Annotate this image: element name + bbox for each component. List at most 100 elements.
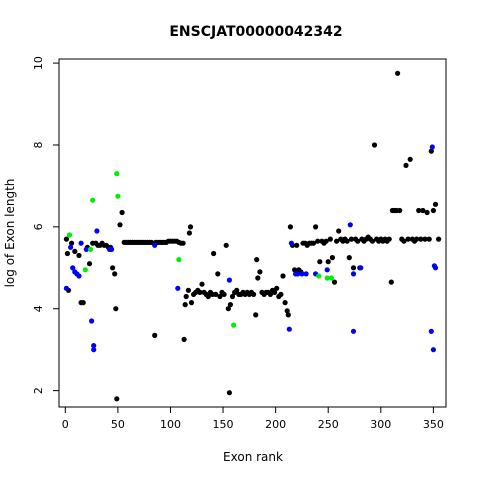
data-point-black	[422, 236, 428, 242]
data-point-black	[278, 291, 284, 297]
data-point-black	[386, 236, 392, 242]
x-tick-label: 200	[265, 418, 286, 431]
data-point-black	[294, 242, 300, 248]
data-point-black	[253, 312, 259, 318]
data-point-black	[183, 293, 189, 300]
data-point-black	[76, 252, 82, 259]
data-point-black	[112, 271, 118, 277]
data-point-blue	[152, 242, 158, 248]
data-point-blue	[175, 285, 181, 291]
data-point-blue	[288, 240, 294, 246]
data-point-black	[329, 255, 335, 261]
data-point-black	[401, 238, 407, 244]
y-tick-label: 4	[32, 305, 45, 312]
data-point-black	[72, 248, 78, 254]
data-point-black	[114, 396, 120, 402]
data-point-black	[284, 308, 290, 314]
data-point-black	[182, 302, 188, 308]
data-point-green	[114, 171, 120, 177]
data-point-black	[69, 240, 75, 246]
data-point-black	[205, 293, 211, 300]
data-point-blue	[68, 244, 74, 250]
data-point-green	[231, 322, 237, 328]
y-tick-label: 10	[32, 56, 45, 70]
data-point-black	[213, 291, 219, 297]
x-tick-label: 300	[370, 418, 391, 431]
data-point-black	[119, 209, 125, 216]
x-tick-label: 350	[423, 418, 444, 431]
data-point-blue	[428, 328, 434, 334]
data-point-blue	[109, 246, 115, 252]
data-point-green	[90, 197, 96, 203]
data-point-black	[336, 228, 342, 234]
data-point-black	[272, 289, 278, 295]
y-tick-label: 2	[32, 387, 45, 394]
x-tick-label: 50	[111, 418, 125, 431]
data-point-green	[316, 273, 322, 279]
data-point-black	[282, 300, 288, 306]
data-point-black	[63, 236, 69, 242]
data-point-blue	[299, 271, 305, 277]
y-tick-label: 8	[32, 141, 45, 148]
data-point-blue	[295, 271, 301, 277]
data-point-green	[176, 257, 182, 263]
data-point-black	[185, 287, 191, 293]
x-tick-label: 250	[318, 418, 339, 431]
data-point-black	[428, 148, 434, 154]
data-point-black	[197, 289, 203, 295]
data-point-black	[327, 236, 333, 242]
data-point-green	[115, 193, 121, 199]
data-point-blue	[350, 328, 357, 334]
data-point-black	[225, 306, 231, 312]
x-axis: 0 50 100 150 200 250 300 350	[62, 406, 444, 431]
data-point-black	[257, 269, 263, 275]
data-point-black	[217, 293, 223, 300]
data-point-black	[234, 287, 240, 293]
data-point-black	[323, 238, 329, 244]
data-point-black	[117, 222, 123, 228]
data-point-black	[292, 267, 298, 273]
data-point-blue	[358, 265, 364, 271]
data-point-blue	[350, 271, 357, 277]
data-point-black	[180, 240, 186, 246]
data-point-black	[397, 207, 403, 214]
data-point-blue	[91, 343, 97, 349]
data-point-blue	[430, 347, 436, 353]
data-point-black	[432, 201, 439, 207]
data-point-black	[113, 306, 119, 312]
y-axis: 2 4 6 8 10	[32, 56, 59, 394]
data-point-black	[414, 236, 420, 242]
data-point-black	[313, 224, 319, 230]
data-point-black	[403, 162, 409, 168]
data-points	[63, 70, 442, 402]
data-point-green	[87, 246, 94, 252]
data-point-black	[110, 265, 116, 271]
data-point-blue	[226, 277, 232, 283]
data-point-black	[229, 293, 236, 300]
data-point-blue	[347, 222, 353, 228]
data-point-blue	[91, 347, 97, 353]
data-point-blue	[70, 265, 76, 271]
data-point-blue	[76, 273, 82, 279]
x-axis-label: Exon rank	[223, 450, 283, 464]
data-point-black	[418, 236, 424, 242]
data-point-black	[152, 332, 158, 338]
data-point-black	[436, 236, 442, 242]
chart-title: ENSCJAT00000042342	[169, 24, 342, 40]
data-point-black	[211, 250, 217, 257]
data-point-black	[348, 236, 354, 242]
data-point-black	[346, 255, 352, 261]
data-point-black	[186, 230, 192, 236]
data-point-black	[187, 224, 194, 230]
data-point-black	[80, 300, 86, 306]
data-point-black	[350, 265, 357, 271]
data-point-black	[430, 207, 436, 214]
data-point-black	[426, 236, 432, 242]
data-point-black	[310, 240, 317, 246]
data-point-black	[287, 224, 293, 230]
data-point-black	[369, 238, 375, 244]
data-point-black	[274, 285, 280, 291]
data-point-black	[267, 291, 273, 297]
data-point-green	[328, 275, 334, 281]
data-point-black	[188, 300, 195, 306]
